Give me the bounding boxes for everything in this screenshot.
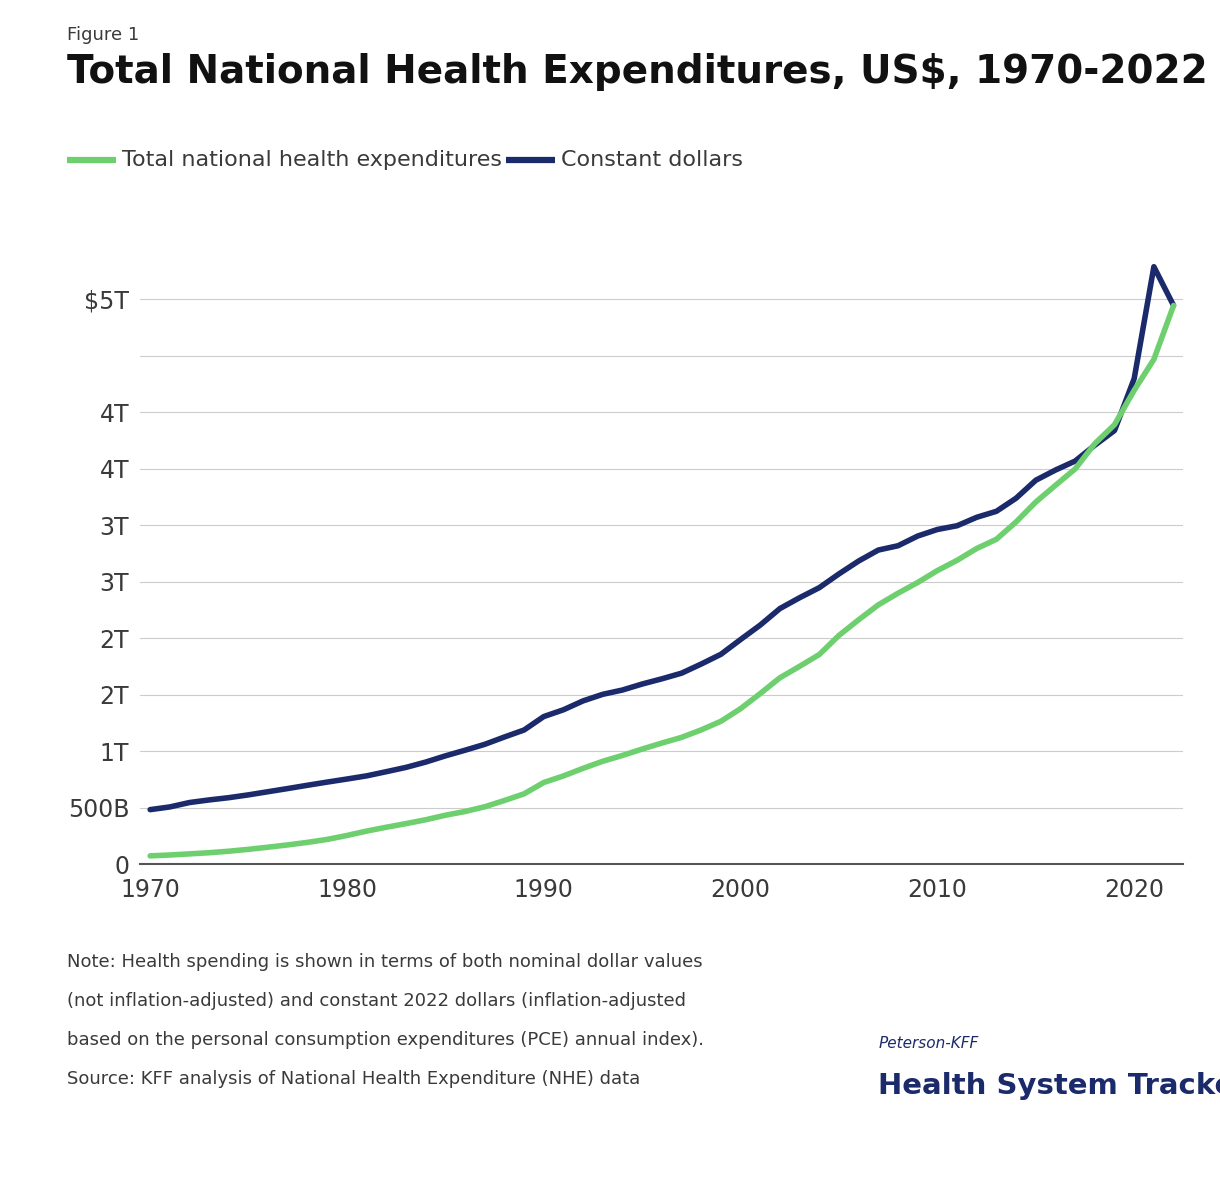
Text: Note: Health spending is shown in terms of both nominal dollar values: Note: Health spending is shown in terms … bbox=[67, 953, 703, 971]
Text: based on the personal consumption expenditures (PCE) annual index).: based on the personal consumption expend… bbox=[67, 1031, 704, 1049]
Text: (not inflation-adjusted) and constant 2022 dollars (inflation-adjusted: (not inflation-adjusted) and constant 20… bbox=[67, 992, 686, 1010]
Text: Total National Health Expenditures, US$, 1970-2022: Total National Health Expenditures, US$,… bbox=[67, 53, 1208, 91]
Text: Peterson-KFF: Peterson-KFF bbox=[878, 1036, 978, 1051]
Text: Source: KFF analysis of National Health Expenditure (NHE) data: Source: KFF analysis of National Health … bbox=[67, 1070, 641, 1088]
Text: Total national health expenditures: Total national health expenditures bbox=[122, 150, 501, 169]
Text: Figure 1: Figure 1 bbox=[67, 26, 139, 44]
Text: Constant dollars: Constant dollars bbox=[561, 150, 743, 169]
Text: Health System Tracker: Health System Tracker bbox=[878, 1072, 1220, 1100]
